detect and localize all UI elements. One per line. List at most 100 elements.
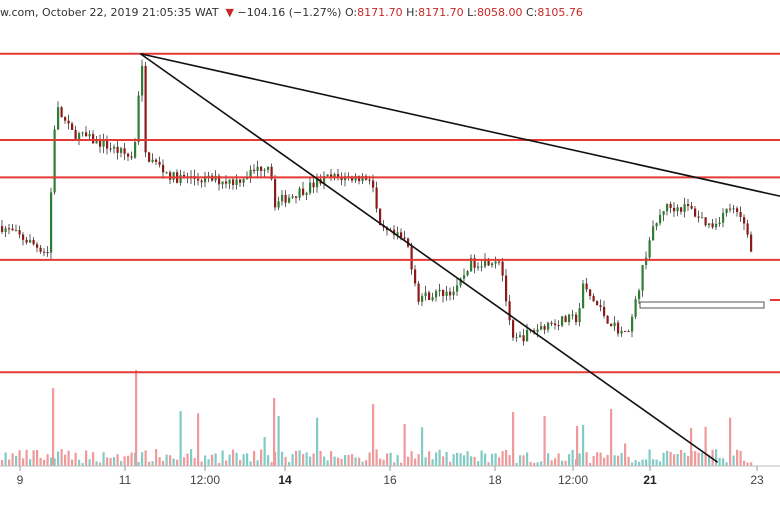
volume-bar: [64, 454, 67, 466]
candle: [340, 172, 343, 186]
candle: [8, 224, 11, 235]
candle-body: [53, 129, 56, 193]
volume-bar: [176, 459, 179, 466]
candle: [337, 169, 340, 181]
volume-bar: [239, 459, 242, 466]
x-tick-label: 11: [119, 473, 132, 487]
volume-bar: [613, 455, 616, 466]
candle-body: [578, 308, 581, 323]
candle: [22, 232, 25, 246]
candle-body: [361, 176, 364, 182]
volume-bar: [207, 459, 210, 466]
volume-bar: [543, 416, 546, 466]
volume-bar: [106, 457, 109, 466]
open-value: 8171.70: [357, 6, 403, 19]
candle-body: [155, 159, 158, 162]
candle-body: [666, 203, 669, 212]
candle: [375, 181, 378, 213]
candle: [302, 181, 305, 197]
volume-bar: [631, 462, 634, 466]
candle-body: [277, 201, 280, 208]
candle: [652, 220, 655, 241]
volume-bar: [151, 461, 154, 466]
candle: [624, 330, 627, 332]
candle: [295, 196, 298, 204]
candle: [655, 222, 658, 231]
candle: [519, 331, 522, 338]
candle: [218, 173, 221, 191]
candle-body: [239, 179, 242, 183]
volume-bar: [1, 460, 4, 466]
volume-bar: [351, 454, 354, 466]
volume-bar: [302, 454, 305, 466]
candle: [344, 172, 347, 187]
candle: [596, 300, 599, 306]
volume-bar: [246, 453, 249, 466]
candle-body: [200, 180, 203, 183]
volume-bar: [746, 462, 749, 466]
volume-bar: [585, 452, 588, 466]
candle: [1, 219, 4, 234]
volume-bar: [673, 454, 676, 466]
candle-body: [526, 329, 529, 342]
volume-bar: [144, 450, 147, 466]
candle: [4, 226, 7, 238]
volume-bar: [627, 456, 630, 466]
volume-bar: [253, 450, 256, 466]
candle-body: [400, 232, 403, 238]
volume-bar: [249, 461, 252, 466]
candle-body: [669, 203, 672, 208]
volume-bar: [389, 452, 392, 466]
candle-body: [680, 207, 683, 212]
candle-body: [106, 140, 109, 149]
candle-body: [508, 301, 511, 321]
candle-body: [403, 237, 406, 239]
volume-bar: [414, 458, 417, 466]
candle: [417, 281, 420, 305]
volume-bar: [18, 450, 21, 466]
candle: [92, 130, 95, 144]
volume-bar: [715, 449, 718, 466]
volume-bar: [501, 451, 504, 466]
volume-bar: [431, 459, 434, 466]
candle-body: [631, 316, 634, 332]
candle-body: [36, 244, 39, 248]
x-axis: 9 11 12:00 14 16 18 12:00 21 23: [17, 466, 764, 487]
candle-body: [298, 188, 301, 198]
candle-body: [281, 194, 284, 202]
volume-bar: [634, 460, 637, 466]
candle: [463, 268, 466, 282]
candle-body: [183, 174, 186, 177]
candle: [11, 223, 14, 231]
candle: [676, 204, 679, 217]
candle-body: [641, 265, 644, 291]
candle: [158, 156, 161, 168]
candle-body: [410, 246, 413, 270]
volume-bar: [421, 427, 424, 466]
candle-body: [442, 289, 445, 296]
volume-bar: [645, 459, 648, 466]
candle: [410, 242, 413, 275]
candle-body: [120, 148, 123, 153]
volume-bar: [487, 462, 490, 466]
candle: [323, 171, 326, 190]
candle: [620, 326, 623, 337]
candle: [638, 288, 641, 304]
candle-body: [393, 229, 396, 235]
candle-body: [78, 133, 81, 140]
volume-bar: [123, 456, 126, 466]
candle-body: [564, 316, 567, 323]
volume-bar: [337, 457, 340, 466]
candle-body: [512, 320, 515, 338]
candle-body: [309, 182, 312, 193]
candle-body: [575, 314, 578, 323]
volume-bar: [186, 453, 189, 466]
candle: [305, 191, 308, 200]
volume-bar: [375, 449, 378, 466]
candle: [155, 158, 158, 165]
candle-body: [582, 283, 585, 309]
volume-bar: [452, 454, 455, 466]
candle-body: [8, 228, 11, 230]
candle-body: [638, 290, 641, 300]
